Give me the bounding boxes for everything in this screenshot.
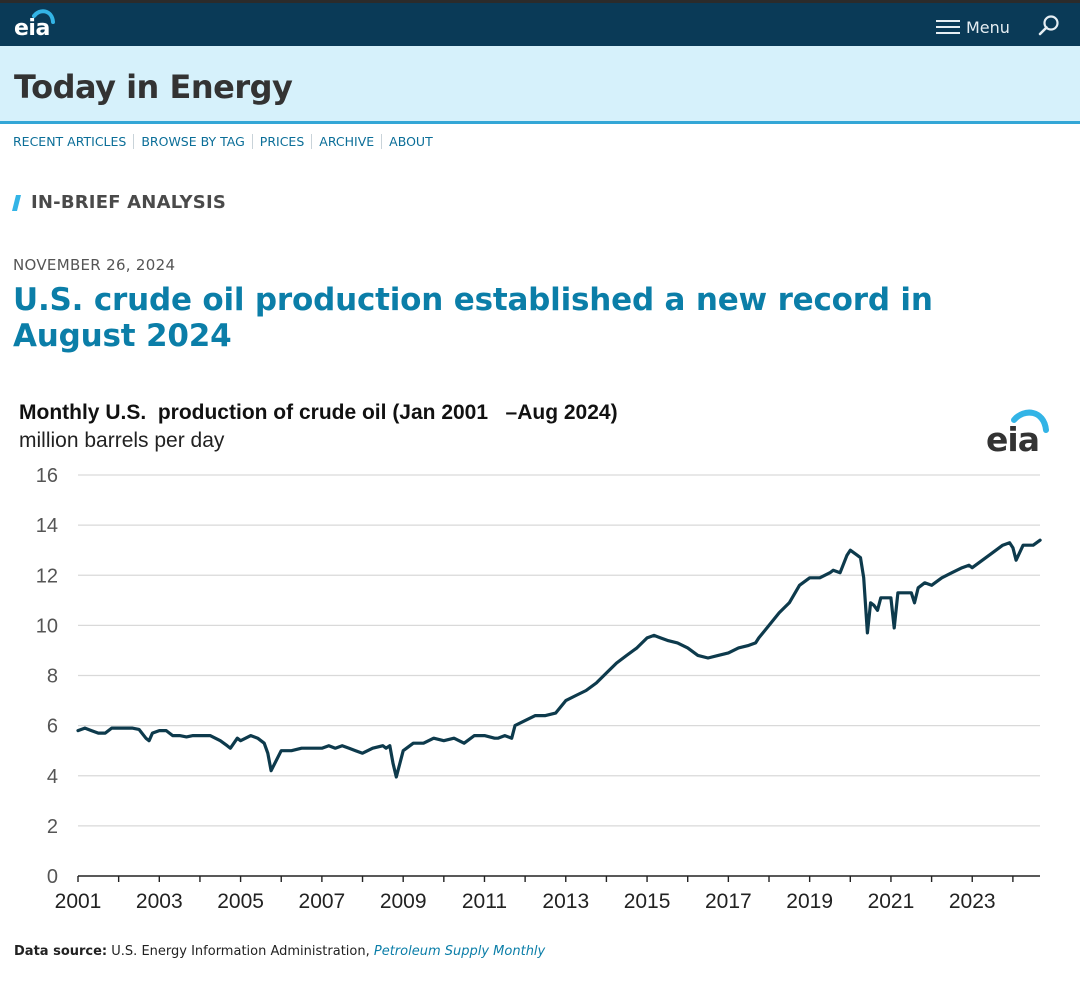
- nav-recent-articles[interactable]: RECENT ARTICLES: [13, 134, 127, 149]
- grid-lines: [78, 474, 1040, 827]
- logo-text: eia: [14, 16, 50, 41]
- page-title[interactable]: Today in Energy: [14, 68, 293, 106]
- y-tick-label: 4: [47, 766, 58, 788]
- y-tick-label: 8: [47, 666, 58, 688]
- x-tick-label: 2009: [380, 890, 427, 913]
- x-tick-label: 2015: [624, 890, 671, 913]
- menu-label: Menu: [966, 17, 1010, 37]
- hamburger-icon: [936, 20, 960, 34]
- nav-prices[interactable]: PRICES: [251, 134, 311, 149]
- article-headline: U.S. crude oil production established a …: [13, 282, 933, 354]
- x-tick-label: 2011: [462, 890, 507, 913]
- nav-browse-by-tag[interactable]: BROWSE BY TAG: [133, 134, 251, 149]
- y-tick-label: 10: [36, 615, 58, 637]
- x-tick-label: 2023: [949, 890, 996, 913]
- nav-about[interactable]: ABOUT: [381, 134, 440, 149]
- nav-archive[interactable]: ARCHIVE: [311, 134, 381, 149]
- source-publication-link[interactable]: Petroleum Supply Monthly: [373, 944, 546, 959]
- source-text: U.S. Energy Information Administration,: [111, 944, 370, 959]
- x-tick-label: 2001: [55, 890, 102, 913]
- section-label: IN-BRIEF ANALYSIS: [31, 192, 227, 213]
- source-label: Data source:: [14, 944, 108, 959]
- x-tick-label: 2005: [217, 890, 264, 913]
- x-tick-label: 2013: [542, 890, 589, 913]
- y-tick-label: 2: [47, 816, 58, 838]
- data-source: Data source: U.S. Energy Information Adm…: [14, 944, 545, 959]
- y-tick-label: 0: [47, 866, 58, 888]
- y-tick-label: 16: [36, 465, 58, 487]
- menu-button[interactable]: Menu: [936, 15, 1010, 39]
- logo-arc-icon: [32, 9, 55, 24]
- x-tick-label: 2007: [299, 890, 346, 913]
- series-line-us-crude-production: [76, 538, 1042, 779]
- x-tick-label: 2021: [868, 890, 915, 913]
- slash-icon: [12, 194, 21, 211]
- search-icon[interactable]: [1036, 13, 1062, 39]
- chart-eia-logo: eia: [984, 404, 1050, 459]
- top-bar: eia Menu: [0, 0, 1080, 46]
- x-axis-ticks: 2001 2003 2005 2007 2009 2011 2013 2015 2017 2019…: [55, 875, 1040, 913]
- eia-logo[interactable]: eia: [12, 8, 56, 42]
- x-tick-label: 2019: [786, 890, 833, 913]
- sub-navigation: RECENT ARTICLES BROWSE BY TAG PRICES ARC…: [13, 134, 440, 149]
- chart-title: Monthly U.S. production of crude oil (Ja…: [19, 401, 618, 424]
- chart-logo-arc-icon: [1011, 409, 1049, 433]
- chart-logo-text: eia: [986, 420, 1040, 459]
- x-tick-label: 2017: [705, 890, 752, 913]
- y-tick-label: 12: [36, 565, 58, 587]
- x-tick-label: 2003: [136, 890, 183, 913]
- y-tick-label: 14: [36, 515, 58, 537]
- chart-subtitle: million barrels per day: [19, 429, 225, 452]
- page-banner: Today in Energy: [0, 46, 1080, 124]
- y-axis-ticks: 0 2 4 6 8 10 12 14 16: [36, 465, 58, 888]
- article-date: NOVEMBER 26, 2024: [13, 256, 176, 274]
- section-tag: IN-BRIEF ANALYSIS: [12, 192, 226, 213]
- y-tick-label: 6: [47, 716, 58, 738]
